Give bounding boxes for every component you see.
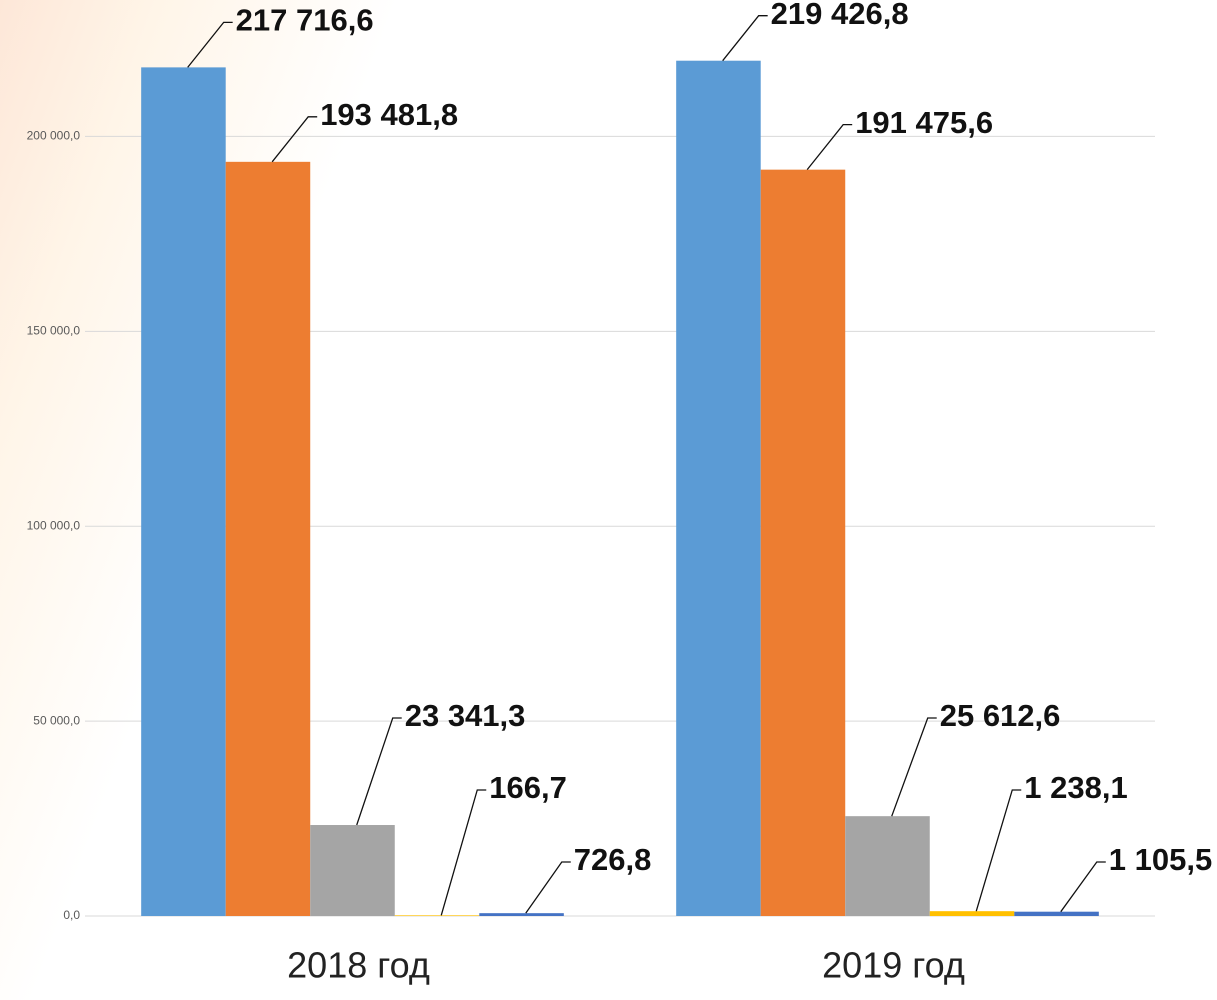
y-tick-label: 200 000,0 bbox=[27, 129, 81, 143]
bar bbox=[676, 60, 761, 917]
bar bbox=[141, 67, 226, 917]
leader-line bbox=[187, 21, 233, 68]
value-label: 219 426,8 bbox=[771, 0, 909, 31]
bar bbox=[1014, 911, 1099, 916]
bar bbox=[310, 825, 395, 916]
leader-line bbox=[271, 116, 318, 163]
value-label: 217 716,6 bbox=[236, 3, 374, 38]
leader-line bbox=[356, 717, 402, 826]
leader-line bbox=[525, 861, 571, 914]
leader-line bbox=[440, 789, 487, 916]
value-label: 191 475,6 bbox=[855, 105, 993, 140]
leader-line bbox=[891, 717, 937, 817]
value-label: 25 612,6 bbox=[940, 698, 1061, 733]
value-label: 23 341,3 bbox=[405, 698, 526, 733]
x-tick-label: 2018 год bbox=[287, 945, 430, 986]
y-tick-label: 0,0 bbox=[63, 908, 80, 922]
bar bbox=[479, 913, 564, 916]
bar bbox=[845, 816, 930, 916]
y-tick-label: 100 000,0 bbox=[27, 518, 81, 532]
y-tick-label: 150 000,0 bbox=[27, 323, 81, 337]
leader-line bbox=[1060, 861, 1106, 913]
bar bbox=[929, 911, 1015, 916]
bar bbox=[225, 161, 311, 916]
value-label: 166,7 bbox=[489, 770, 567, 805]
bar bbox=[394, 915, 480, 916]
x-tick-label: 2019 год bbox=[822, 945, 965, 986]
value-label: 1 238,1 bbox=[1024, 770, 1127, 805]
value-label: 193 481,8 bbox=[320, 97, 458, 132]
bar bbox=[760, 169, 846, 916]
leader-line bbox=[806, 124, 853, 171]
leader-line bbox=[722, 15, 768, 62]
leader-line bbox=[975, 789, 1022, 912]
y-tick-label: 50 000,0 bbox=[33, 713, 80, 727]
value-label: 1 105,5 bbox=[1109, 842, 1212, 877]
value-label: 726,8 bbox=[574, 842, 652, 877]
